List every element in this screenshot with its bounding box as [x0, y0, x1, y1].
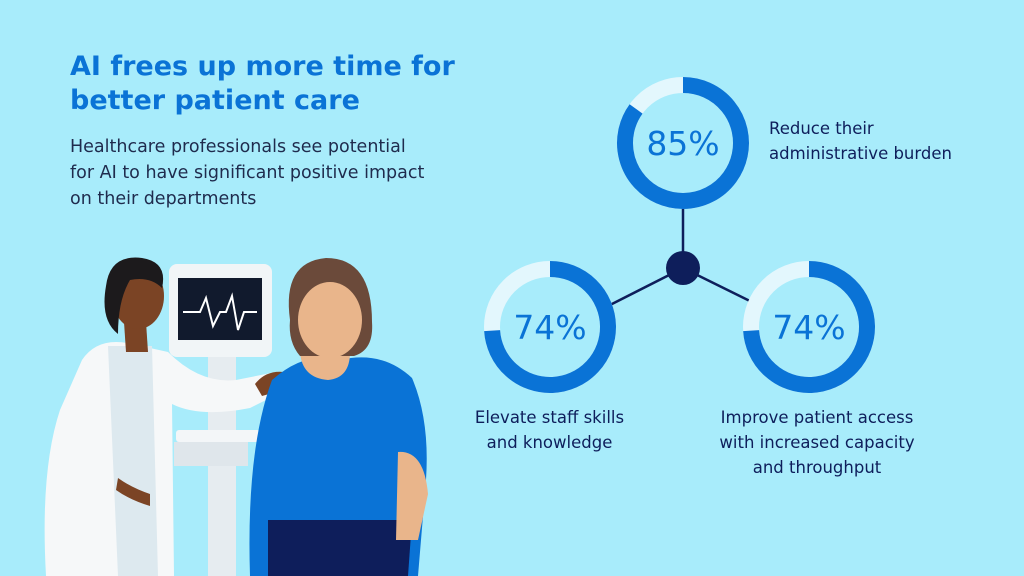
patient-face: [298, 282, 362, 358]
ring-percent-1: 85%: [646, 124, 719, 163]
hub-node: [666, 251, 700, 285]
monitor-drawer: [174, 442, 248, 466]
stat-label-patient-access: Improve patient access with increased ca…: [719, 408, 915, 477]
ring-group-3: 74%: [743, 261, 875, 393]
ring-arc-2: [484, 261, 616, 393]
monitor-shelf: [176, 430, 260, 442]
doctor-hair: [104, 257, 164, 334]
monitor-screen: [178, 278, 262, 340]
donut-rings: 85% 74% 74%: [484, 77, 875, 393]
stat-label-admin-burden: Reduce their administrative burden: [769, 119, 952, 163]
doctor-lower-hand: [116, 478, 150, 506]
ring-arc-3: [743, 261, 875, 393]
ring-group-1: 85%: [617, 77, 749, 209]
ring-percent-2: 74%: [513, 308, 586, 347]
stat-label-staff-skills: Elevate staff skills and knowledge: [474, 408, 625, 452]
ring-group-2: 74%: [484, 261, 616, 393]
doctor-coat: [44, 342, 286, 576]
page-subtitle: Healthcare professionals see potential f…: [70, 137, 425, 209]
doctor-neck: [124, 322, 148, 352]
connector-diagram: [607, 209, 761, 308]
patient-pants: [268, 520, 412, 576]
ring-arc-1: [617, 77, 749, 209]
clinic-illustration: [44, 257, 428, 576]
doctor-scrubs: [108, 346, 158, 576]
ring-percent-3: 74%: [772, 308, 845, 347]
page-title: AI frees up more time for better patient…: [70, 51, 455, 116]
heartbeat-line-icon: [183, 292, 257, 331]
patient-neck: [300, 352, 350, 380]
patient-arm: [396, 451, 428, 540]
